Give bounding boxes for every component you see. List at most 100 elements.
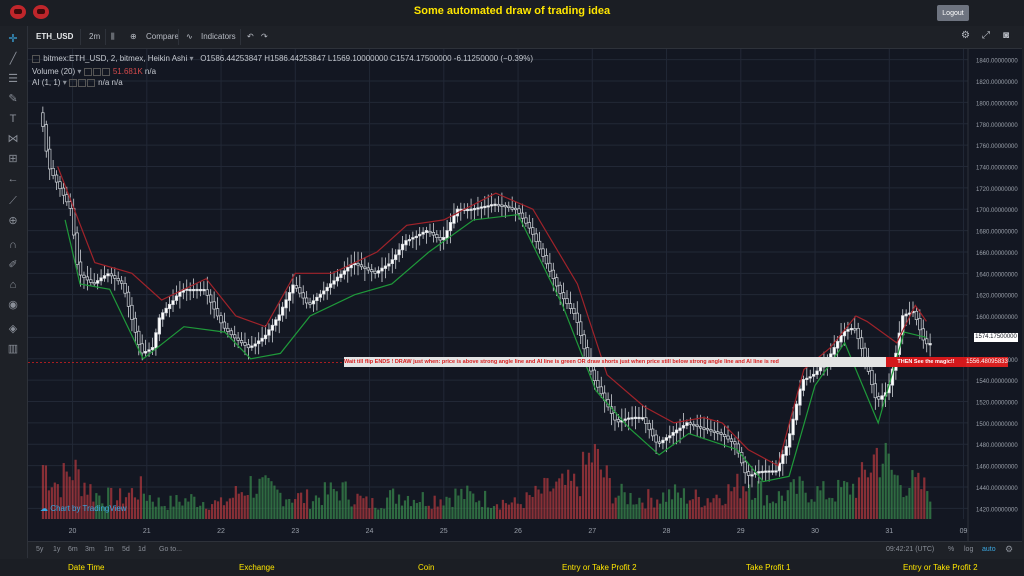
volume-bar [926, 491, 929, 519]
volume-bar [626, 504, 629, 519]
utc-clock[interactable]: 09:42:21 (UTC) [886, 546, 935, 553]
interval-button[interactable]: 2m [89, 32, 101, 41]
volume-bar [50, 487, 53, 519]
compare-button[interactable]: Compare [146, 32, 179, 41]
volume-bar [656, 499, 659, 519]
footer-date-time: Date Time [68, 563, 105, 572]
volume-bar [475, 502, 478, 519]
volume-bar [288, 499, 291, 519]
auto-toggle[interactable]: auto [982, 546, 996, 553]
volume-bar [647, 489, 650, 519]
volume-bar [857, 477, 861, 519]
fib-icon[interactable]: ⊞ [8, 153, 18, 165]
range-6m[interactable]: 6m [68, 546, 78, 553]
candle-body [171, 300, 175, 305]
ai-eye-icon[interactable] [68, 78, 77, 87]
candle-style-icon[interactable]: ⫼ [111, 32, 115, 41]
volume-bar [804, 492, 807, 519]
candle-body [342, 270, 346, 275]
volume-bar [611, 503, 614, 519]
back-arrow-icon[interactable]: ← [7, 173, 19, 185]
redo-icon[interactable]: ↷ [261, 32, 268, 41]
tradingview-watermark[interactable]: ☁ Chart by TradingView [40, 504, 127, 513]
volume-bar [154, 506, 157, 519]
volume-bar [142, 493, 145, 519]
volume-bar [400, 505, 404, 519]
layers-icon[interactable]: ◈ [8, 323, 18, 335]
lines-icon[interactable]: ☰ [8, 73, 18, 85]
indicators-button[interactable]: Indicators [201, 32, 236, 41]
x-tick-label: 28 [663, 528, 671, 535]
volume-bar [374, 507, 377, 519]
volume-bar [181, 505, 184, 519]
volume-bar [466, 485, 469, 519]
price-chart[interactable]: 1420.00000000 1440.00000000 1460.00000000 1… [28, 49, 1022, 541]
candle-body [277, 314, 281, 321]
undo-icon[interactable]: ↶ [247, 32, 254, 41]
y-tick-label: 1460.00000000 [976, 465, 1018, 471]
candle-body [246, 344, 251, 349]
candle-body [431, 232, 436, 236]
fullscreen-icon[interactable]: ⤢ [982, 30, 990, 41]
ruler-icon[interactable]: ⟋ [9, 195, 17, 207]
range-5d[interactable]: 5d [122, 546, 130, 553]
range-3m[interactable]: 3m [85, 546, 95, 553]
log-toggle[interactable]: log [964, 546, 974, 553]
volume-settings-icon[interactable] [92, 67, 101, 76]
candle-body [414, 235, 418, 239]
candle-body [873, 383, 877, 399]
volume-bar [854, 497, 858, 519]
pencil-lock-icon[interactable]: ✐ [8, 259, 18, 271]
zoom-icon[interactable]: ⊕ [8, 215, 18, 227]
candle-body [870, 370, 874, 385]
ai-value2: n/a [111, 78, 123, 87]
settings-icon[interactable]: ⚙ [961, 30, 970, 41]
collapse-icon[interactable] [32, 54, 40, 63]
volume-bar [694, 489, 697, 519]
crosshair-icon[interactable]: ✛ [8, 33, 18, 45]
goto-button[interactable]: Go to... [159, 546, 182, 553]
volume-value: 51.681K [112, 67, 143, 76]
y-tick-label: 1700.00000000 [976, 208, 1018, 214]
volume-eye-icon[interactable] [83, 67, 92, 76]
range-5y[interactable]: 5y [36, 546, 44, 553]
ai-settings-icon[interactable] [77, 78, 86, 87]
range-1y[interactable]: 1y [53, 546, 61, 553]
ai-close-icon[interactable] [86, 78, 95, 87]
eye-icon[interactable]: ◉ [8, 299, 18, 311]
volume-label[interactable]: Volume (20) [32, 67, 76, 76]
candle-body [685, 422, 689, 426]
range-1m[interactable]: 1m [104, 546, 114, 553]
range-1d[interactable]: 1d [138, 546, 146, 553]
volume-bar [516, 503, 519, 519]
volume-bar [323, 482, 326, 519]
candle-body [68, 201, 72, 209]
volume-bar [813, 501, 816, 519]
percent-toggle[interactable]: % [948, 546, 955, 553]
pattern-icon[interactable]: ⋈ [7, 133, 19, 145]
scale-settings-icon[interactable]: ⚙ [1005, 544, 1014, 554]
text-icon[interactable]: T [9, 113, 17, 125]
candle-body [692, 423, 696, 427]
volume-close-icon[interactable] [101, 67, 110, 76]
magnet-icon[interactable]: ∩ [9, 239, 17, 251]
candle-body [185, 288, 189, 291]
lock-icon[interactable]: ⌂ [9, 279, 17, 291]
ai-label[interactable]: AI (1, 1) [32, 78, 61, 87]
trend-line-icon[interactable]: ╱ [9, 53, 17, 65]
volume-bar [270, 481, 273, 519]
volume-bar [110, 487, 113, 519]
candle-body [644, 417, 648, 424]
candle-body [126, 291, 131, 307]
brush-icon[interactable]: ✎ [8, 93, 18, 105]
candle-body [513, 207, 518, 211]
camera-icon[interactable]: ◙ [1003, 30, 1010, 41]
candle-body [311, 300, 316, 305]
chart-area[interactable]: 1420.00000000 1440.00000000 1460.00000000 1… [28, 49, 1022, 541]
logout-button[interactable]: Logout [937, 5, 969, 21]
trash-icon[interactable]: ▥ [7, 343, 19, 355]
candle-body [198, 288, 203, 292]
symbol-search[interactable]: ETH_USD [36, 32, 74, 41]
legend-dropdown-icon[interactable]: ▾ [189, 54, 194, 63]
candle-body [96, 280, 100, 284]
